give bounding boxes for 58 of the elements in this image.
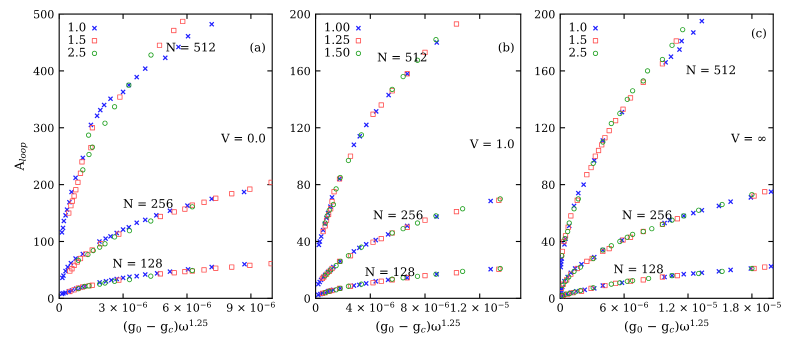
y-tick-label: 0	[48, 294, 54, 303]
x-tick-label: 0	[557, 303, 563, 312]
x-axis-title: (g$_{0}$ − g$_{c}$)ω$^{1.25}$	[376, 320, 460, 334]
annotation: N = 512	[378, 52, 426, 62]
x-tick-label: 6 × 10$^{−6}$	[600, 302, 648, 312]
y-tick-label: 80	[297, 180, 310, 190]
annotation: (a)	[250, 42, 265, 54]
y-tick-label: 0	[304, 294, 310, 303]
annotation: (b)	[498, 42, 514, 54]
legend-label: 1.5	[68, 35, 86, 44]
y-tick-label: 40	[542, 237, 555, 246]
y-tick-label: 300	[34, 124, 54, 132]
x-tick-label: 1.8 × 10$^{−5}$	[723, 302, 781, 312]
annotation: V = 1.0	[470, 139, 514, 148]
legend-label: 1.0	[570, 22, 586, 32]
annotation: N = 256	[124, 199, 173, 208]
y-axis-title: A$_{loop}$	[14, 142, 28, 171]
y-tick-label: 160	[535, 66, 555, 76]
y-tick-label: 40	[296, 237, 310, 246]
x-tick-label: 1.2 × 10$^{−5}$	[659, 302, 717, 312]
y-tick-label: 200	[290, 10, 310, 18]
annotation: (c)	[752, 28, 766, 40]
y-tick-label: 200	[34, 180, 54, 190]
x-tick-label: 3 × 10$^{−6}$	[99, 302, 148, 312]
x-tick-label: 9 × 10$^{−6}$	[226, 302, 275, 312]
annotation: N = 512	[166, 42, 215, 52]
y-tick-label: 160	[290, 66, 310, 76]
x-tick-label: 1.2 × 10$^{−5}$	[451, 302, 509, 312]
legend-label: 1.50	[325, 48, 350, 57]
legend-label: 1.0	[68, 22, 86, 32]
annotation: N = 512	[686, 65, 735, 74]
annotation: V = ∞	[730, 134, 766, 142]
x-tick-label: 8 × 10$^{−6}$	[401, 302, 449, 312]
legend-label: 1.00	[325, 22, 350, 32]
annotation: N = 128	[365, 267, 414, 276]
y-tick-label: 80	[542, 180, 555, 190]
y-tick-label: 500	[34, 10, 54, 18]
x-tick-label: 0	[56, 303, 62, 312]
x-axis-title: (g$_{0}$ − g$_{c}$)ω$^{1.25}$	[124, 320, 208, 334]
x-tick-label: 6 × 10$^{−6}$	[163, 302, 211, 312]
annotation: N = 256	[374, 210, 423, 220]
y-tick-label: 400	[33, 66, 54, 76]
x-tick-label: 4 × 10$^{−6}$	[346, 302, 394, 312]
y-tick-label: 120	[290, 124, 310, 132]
legend-label: 1.5	[570, 35, 586, 44]
y-tick-label: 100	[34, 237, 54, 246]
annotation: N = 128	[614, 264, 663, 274]
annotation: V = 0.0	[221, 134, 266, 143]
x-axis-title: (g$_{0}$ − g$_{c}$)ω$^{1.25}$	[624, 320, 708, 334]
annotation: N = 256	[622, 210, 672, 220]
y-tick-label: 0	[548, 294, 555, 303]
legend-label: 2.5	[68, 48, 86, 57]
legend-label: 1.25	[325, 35, 350, 44]
legend-label: 2.5	[569, 48, 586, 57]
y-tick-label: 120	[535, 124, 555, 132]
x-tick-label: 0	[312, 303, 318, 312]
annotation: N = 128	[113, 258, 162, 268]
y-tick-label: 200	[534, 10, 555, 18]
